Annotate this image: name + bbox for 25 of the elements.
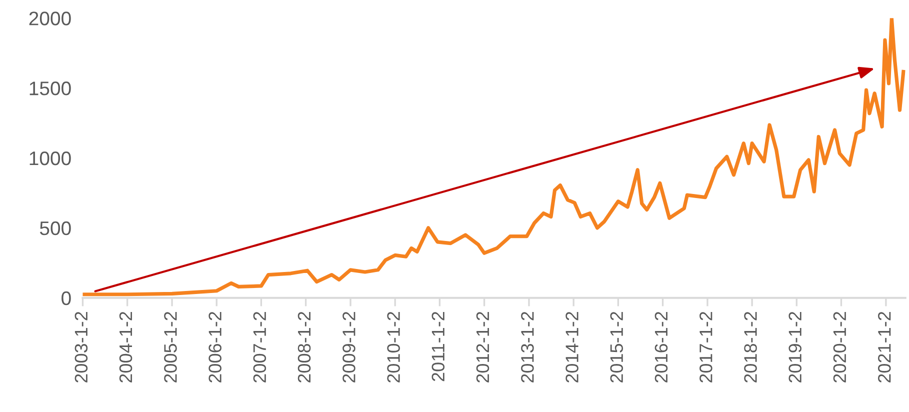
x-tick-label: 2003-1-2	[74, 312, 88, 382]
x-tick-label: 2005-1-2	[164, 312, 177, 382]
x-tick-label: 2007-1-2	[253, 312, 266, 382]
line-series	[82, 18, 906, 296]
x-tick-label: 2020-1-2	[833, 312, 846, 382]
y-tick-label: 1500	[30, 82, 71, 96]
x-tick-label: 2017-1-2	[700, 312, 712, 382]
x-tick-label: 2009-1-2	[342, 312, 356, 382]
x-tick-label: 2016-1-2	[654, 312, 668, 382]
y-tick-label: 500	[40, 221, 71, 236]
y-tick-label: 0	[62, 291, 71, 306]
x-tick-label: 2014-1-2	[566, 312, 578, 382]
x-tick-label: 2015-1-2	[610, 312, 624, 382]
y-tick-label: 1000	[30, 151, 71, 166]
x-tick-label: 2013-1-2	[521, 312, 534, 382]
x-tick-label: 2012-1-2	[476, 312, 490, 382]
x-tick-label: 2010-1-2	[387, 312, 400, 382]
x-tick-label: 2018-1-2	[744, 312, 757, 382]
y-tick-label: 2000	[29, 12, 71, 26]
x-tick-label: 2011-1-2	[432, 312, 445, 382]
x-tick-label: 2006-1-2	[208, 312, 222, 382]
x-tick-label: 2021-1-2	[878, 312, 891, 382]
x-tick-label: 2019-1-2	[788, 312, 802, 382]
x-tick-label: 2008-1-2	[298, 312, 311, 382]
x-tick-label: 2004-1-2	[119, 312, 132, 382]
